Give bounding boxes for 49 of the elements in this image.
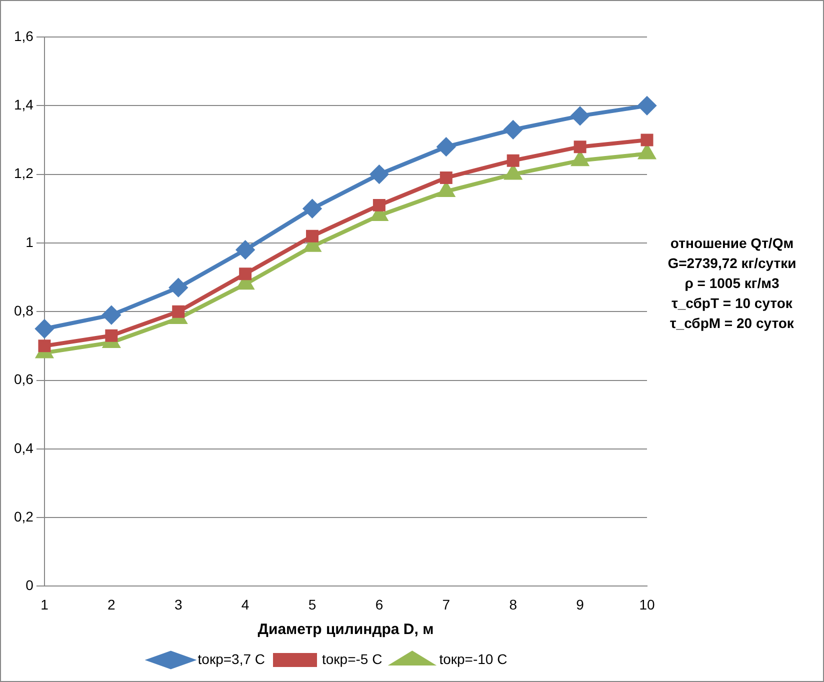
text: τ_сбрМ = 20 суток <box>669 314 795 333</box>
point <box>102 306 120 324</box>
y-tick-label: 1,4 <box>14 96 34 113</box>
y-tick-label: 1,6 <box>14 28 34 44</box>
point <box>640 134 654 146</box>
point <box>504 120 522 139</box>
point <box>239 268 252 280</box>
point <box>236 240 254 259</box>
text: τ_сбрТ = 10 суток <box>670 294 794 313</box>
y-tick-label: 1 <box>26 234 34 250</box>
legend-label: tокр=3,7 С <box>198 650 266 667</box>
text: ρ = 1005 кг/м3 <box>684 274 780 293</box>
point <box>35 320 54 338</box>
point <box>574 140 586 154</box>
point <box>372 198 386 212</box>
point <box>38 340 51 352</box>
x-axis-title: Диаметр цилиндра D, м <box>258 621 434 638</box>
x-tick-label: 6 <box>375 596 384 612</box>
y-tick-label: 0 <box>26 577 34 594</box>
x-tick-label: 7 <box>442 596 450 612</box>
point <box>105 329 118 342</box>
point <box>437 138 456 156</box>
y-tick-label: 1,2 <box>14 165 34 182</box>
point <box>571 106 590 125</box>
x-tick-label: 5 <box>308 596 316 612</box>
x-tick-label: 2 <box>108 596 116 612</box>
x-tick-label: 3 <box>174 596 182 612</box>
legend-label: tокр=-5 С <box>322 650 382 667</box>
point <box>370 165 388 184</box>
point <box>506 154 520 167</box>
point <box>169 278 188 297</box>
point <box>306 230 318 242</box>
text: G=2739,72 кг/сутки <box>666 254 798 273</box>
point <box>440 171 452 184</box>
point <box>172 305 185 318</box>
y-tick-label: 0,2 <box>14 508 34 524</box>
point <box>572 152 588 166</box>
x-tick-label: 4 <box>241 596 250 612</box>
y-tick-label: 0,6 <box>14 371 34 388</box>
y-tick-label: 0,4 <box>14 440 34 456</box>
point <box>303 200 322 218</box>
y-tick-label: 0,8 <box>14 302 34 318</box>
x-tick-label: 10 <box>639 596 655 612</box>
legend-label: tокр=-10 С <box>439 650 508 667</box>
x-tick-label: 9 <box>576 596 584 612</box>
point <box>638 96 656 115</box>
x-tick-label: 8 <box>509 596 518 612</box>
x-tick-label: 1 <box>40 596 49 612</box>
text: отношение Qт/Qм <box>669 234 795 253</box>
